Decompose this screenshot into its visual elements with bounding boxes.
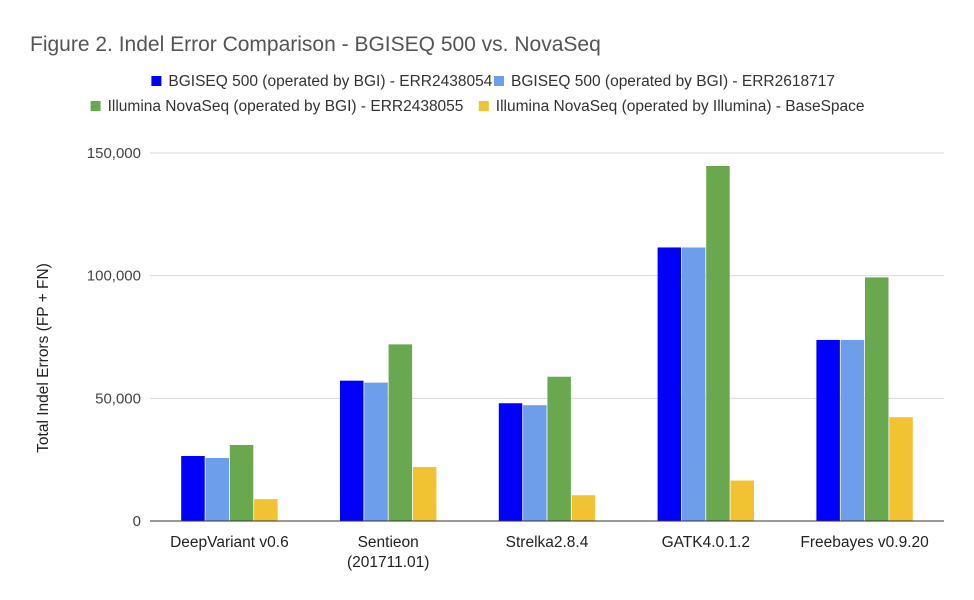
bar: [730, 480, 754, 521]
y-tick-label: 100,000: [87, 268, 141, 285]
bar: [657, 247, 682, 521]
legend-swatch: [494, 76, 504, 86]
bar: [229, 444, 254, 521]
bars: [181, 166, 913, 521]
bar: [681, 247, 706, 521]
bar: [547, 376, 571, 521]
category-label: Sentieon: [358, 534, 419, 551]
legend: BGISEQ 500 (operated by BGI) - ERR243805…: [90, 73, 865, 115]
bar: [706, 166, 730, 521]
bar: [498, 403, 523, 521]
chart-title: Figure 2. Indel Error Comparison - BGISE…: [30, 33, 601, 56]
bar: [865, 277, 889, 521]
bar: [254, 499, 278, 521]
legend-label: Illumina NovaSeq (operated by Illumina) …: [496, 98, 865, 115]
legend-label: Illumina NovaSeq (operated by BGI) - ERR…: [108, 98, 464, 115]
y-tick-label: 50,000: [95, 390, 141, 407]
legend-swatch: [478, 101, 489, 111]
legend-swatch: [90, 101, 101, 111]
category-labels: DeepVariant v0.6 Sentieon (201711.01) Strel…: [170, 534, 929, 571]
category-label: (201711.01): [347, 554, 429, 571]
legend-swatch: [151, 76, 162, 86]
category-label: Freebayes v0.9.20: [800, 534, 929, 551]
bar: [816, 339, 840, 521]
legend-label: BGISEQ 500 (operated by BGI) - ERR261871…: [511, 73, 835, 90]
bar: [412, 467, 437, 521]
y-tick-label: 150,000: [87, 145, 141, 162]
bar: [364, 382, 388, 521]
bar: [181, 455, 205, 521]
legend-label: BGISEQ 500 (operated by BGI) - ERR243805…: [168, 73, 492, 90]
bar: [205, 457, 229, 521]
bar: [340, 380, 364, 521]
y-axis-ticks: 0 50,000 100,000 150,000: [87, 145, 141, 530]
bar: [840, 339, 865, 521]
bar: [571, 495, 596, 521]
bar: [523, 405, 547, 521]
y-tick-label: 0: [133, 513, 141, 530]
gridlines: [150, 152, 944, 399]
category-label: Strelka2.8.4: [506, 534, 589, 551]
bar: [388, 344, 413, 521]
category-label: DeepVariant v0.6: [170, 534, 289, 551]
y-axis-label: Total Indel Errors (FP + FN): [35, 263, 52, 453]
category-label: GATK4.0.1.2: [662, 534, 750, 551]
bar: [889, 417, 913, 521]
